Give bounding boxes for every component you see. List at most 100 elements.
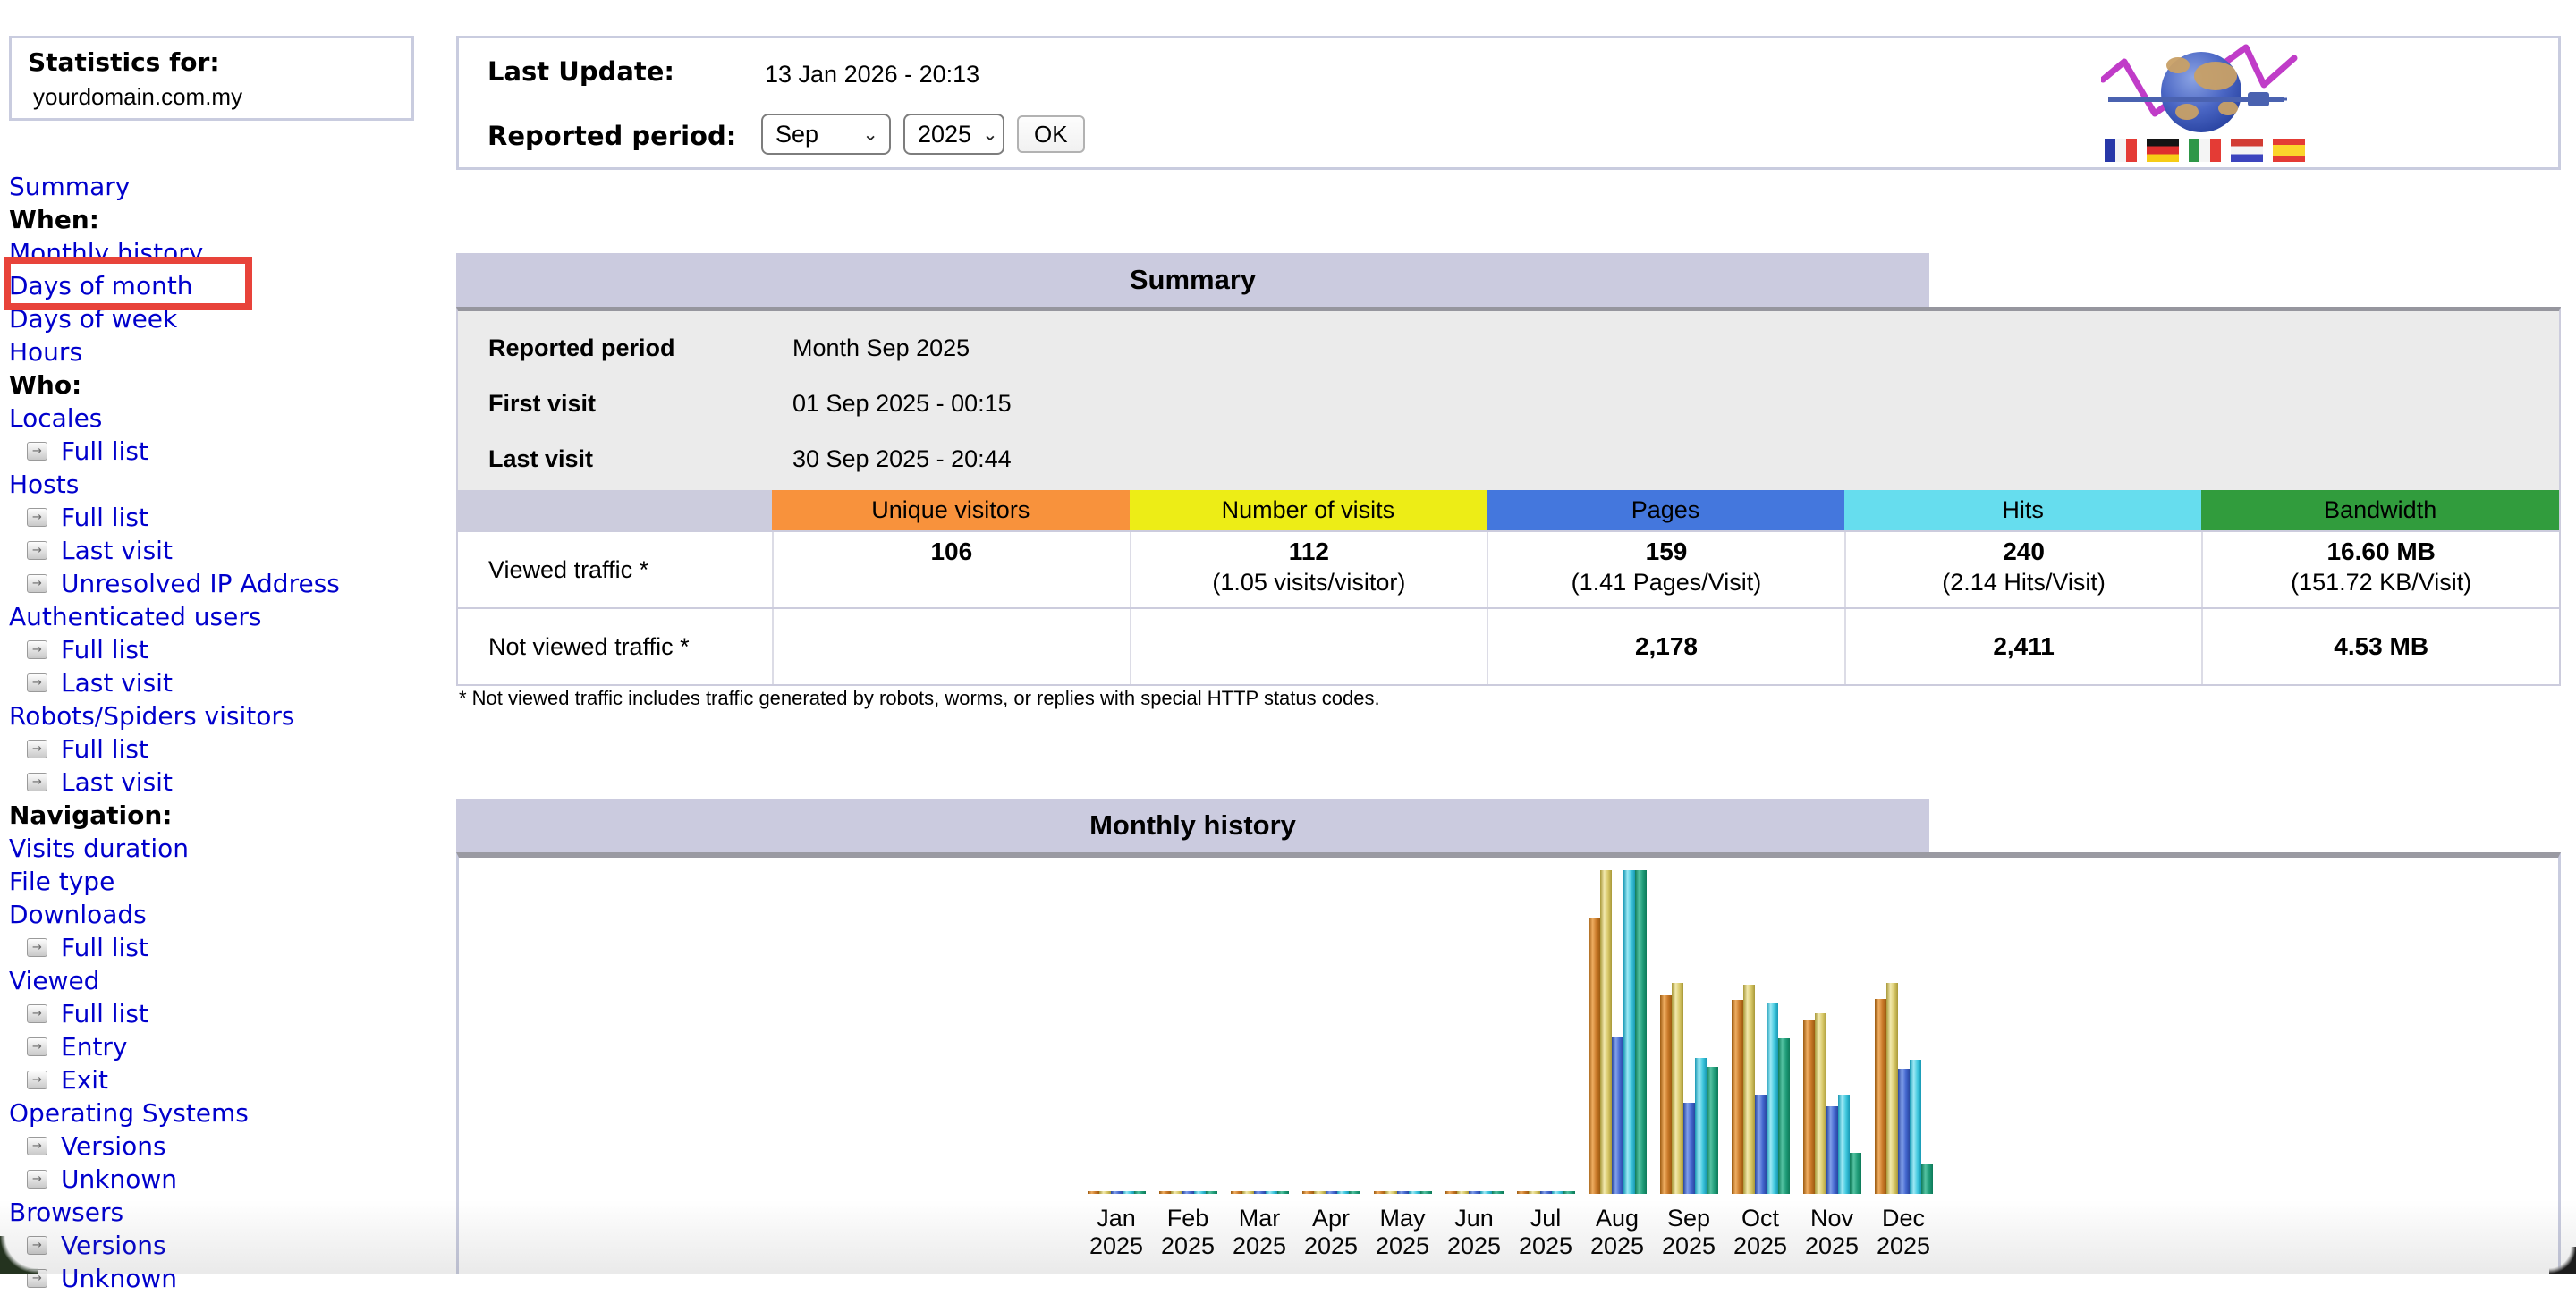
bar-jan-2025-pages <box>1110 1191 1123 1194</box>
sidebar-link-unknown[interactable]: Unknown <box>61 1164 177 1194</box>
sidebar-item-robots-spiders-visitors: Robots/Spiders visitors <box>9 699 420 732</box>
summary-section-title: Summary <box>456 253 1929 307</box>
sidebar-item-days-of-month: Days of month <box>4 257 420 310</box>
cell-viewed-traffic-unique-visitors: 106 <box>772 532 1130 607</box>
bar-apr-2025-bandwidth <box>1348 1191 1360 1194</box>
bar-dec-2025-number-of-visits <box>1885 983 1898 1194</box>
month-label-month: May <box>1379 1205 1426 1232</box>
sidebar-link-unresolved-ip-address[interactable]: Unresolved IP Address <box>61 569 340 598</box>
bar-jul-2025-unique-visitors <box>1516 1191 1529 1194</box>
month-label-year: 2025 <box>1375 1232 1430 1259</box>
sidebar-item-summary: Summary <box>9 170 420 203</box>
bar-apr-2025-unique-visitors <box>1301 1191 1314 1194</box>
sidebar-link-versions[interactable]: Versions <box>61 1131 166 1161</box>
info-value: Month Sep 2025 <box>792 334 970 361</box>
info-value: 01 Sep 2025 - 00:15 <box>792 389 1012 417</box>
awstats-logo <box>2101 44 2298 132</box>
sidebar-link-downloads[interactable]: Downloads <box>9 900 147 929</box>
sidebar-link-file-type[interactable]: File type <box>9 867 115 896</box>
sidebar-link-full-list[interactable]: Full list <box>61 933 148 962</box>
year-select[interactable]: 2025 ⌄ <box>903 114 1004 155</box>
expand-arrow-icon: → <box>27 773 47 791</box>
bar-nov-2025-pages <box>1826 1106 1838 1194</box>
month-label-year: 2025 <box>1303 1232 1359 1259</box>
sidebar-link-robots-spiders-visitors[interactable]: Robots/Spiders visitors <box>9 701 295 731</box>
month-label-month: Jul <box>1530 1205 1562 1232</box>
flag-italy[interactable] <box>2189 139 2221 162</box>
row-label: Not viewed traffic * <box>488 632 690 660</box>
bar-oct-2025-bandwidth <box>1777 1038 1790 1194</box>
chevron-down-icon: ⌄ <box>862 123 878 145</box>
ok-button[interactable]: OK <box>1017 115 1085 153</box>
cell-subvalue: (1.05 visits/visitor) <box>1212 569 1406 596</box>
sidebar-link-full-list[interactable]: Full list <box>61 436 148 466</box>
month-label-sep-2025: Sep 2025 <box>1648 1205 1729 1260</box>
sidebar-link-last-visit[interactable]: Last visit <box>61 536 173 565</box>
info-value: 30 Sep 2025 - 20:44 <box>792 444 1012 472</box>
sidebar-link-operating-systems[interactable]: Operating Systems <box>9 1098 249 1128</box>
bar-jun-2025-unique-visitors <box>1445 1191 1457 1194</box>
sidebar-link-days-of-month[interactable]: Days of month <box>9 271 193 300</box>
statistics-for-box: Statistics for: yourdomain.com.my <box>9 36 414 121</box>
window-corner-bottom-right <box>2549 1247 2576 1274</box>
bar-feb-2025-pages <box>1182 1191 1194 1194</box>
row-not-viewed-traffic: Not viewed traffic * 2,178 2,411 4.53 MB <box>458 607 2559 684</box>
sidebar-link-last-visit[interactable]: Last visit <box>61 767 173 797</box>
flag-germany[interactable] <box>2147 139 2179 162</box>
month-label-year: 2025 <box>1589 1232 1645 1259</box>
sidebar-link-exit[interactable]: Exit <box>61 1065 109 1095</box>
summary-info-area: Reported period Month Sep 2025 First visit… <box>458 311 2559 490</box>
cell-subvalue: (1.41 Pages/Visit) <box>1571 569 1762 596</box>
sidebar-link-full-list[interactable]: Full list <box>61 734 148 764</box>
bar-group-may-2025 <box>1373 858 1432 1194</box>
sidebar-link-full-list[interactable]: Full list <box>61 503 148 532</box>
flag-france[interactable] <box>2105 139 2137 162</box>
sidebar-link-full-list[interactable]: Full list <box>61 999 148 1028</box>
expand-arrow-icon: → <box>27 740 47 758</box>
bar-group-sep-2025 <box>1659 858 1718 1194</box>
sidebar-link-visits-duration[interactable]: Visits duration <box>9 834 189 863</box>
sidebar-link-authenticated-users[interactable]: Authenticated users <box>9 602 262 631</box>
sidebar-link-unknown[interactable]: Unknown <box>61 1264 177 1293</box>
bar-group-jun-2025 <box>1445 858 1504 1194</box>
cell-value: 2,411 <box>1993 632 2055 660</box>
sidebar-link-versions[interactable]: Versions <box>61 1231 166 1260</box>
month-select[interactable]: Sep ⌄ <box>761 114 891 155</box>
sidebar-link-full-list[interactable]: Full list <box>61 635 148 664</box>
flag-spain[interactable] <box>2273 139 2305 162</box>
bar-dec-2025-bandwidth <box>1920 1164 1933 1194</box>
sidebar-link-locales[interactable]: Locales <box>9 403 103 433</box>
column-header-spacer <box>458 490 772 530</box>
year-select-value: 2025 <box>918 120 972 148</box>
summary-info-row-first-visit: First visit 01 Sep 2025 - 00:15 <box>458 376 2559 431</box>
sidebar-item-operating-systems: Operating Systems <box>9 1096 420 1130</box>
month-label-year: 2025 <box>1160 1232 1216 1259</box>
bar-dec-2025-hits <box>1909 1060 1921 1194</box>
sidebar-item-browsers: Browsers <box>9 1196 420 1229</box>
sidebar-item-file-type: File type <box>9 865 420 898</box>
summary-rows: Viewed traffic * 106 112 (1.05 visits/visit… <box>458 530 2559 684</box>
expand-arrow-icon: → <box>27 1004 47 1023</box>
sidebar-link-last-visit[interactable]: Last visit <box>61 668 173 698</box>
bar-nov-2025-unique-visitors <box>1802 1020 1815 1194</box>
month-label-jul-2025: Jul 2025 <box>1505 1205 1586 1260</box>
expand-arrow-icon: → <box>27 442 47 461</box>
info-label: First visit <box>488 389 597 417</box>
chevron-down-icon: ⌄ <box>982 123 998 145</box>
flag-netherlands[interactable] <box>2231 139 2263 162</box>
bar-group-jan-2025 <box>1087 858 1146 1194</box>
month-label-year: 2025 <box>1232 1232 1287 1259</box>
sidebar-link-hours[interactable]: Hours <box>9 337 83 367</box>
sidebar-link-summary[interactable]: Summary <box>9 172 131 201</box>
sidebar-link-browsers[interactable]: Browsers <box>9 1198 124 1227</box>
sidebar-item-downloads: Downloads <box>9 898 420 931</box>
cell-viewed-traffic-number-of-visits: 112 (1.05 visits/visitor) <box>1129 532 1487 607</box>
cell-viewed-traffic-hits: 240 (2.14 Hits/Visit) <box>1843 532 2202 607</box>
sidebar-link-hosts[interactable]: Hosts <box>9 470 80 499</box>
cell-value: 112 <box>1288 537 1329 565</box>
sidebar-link-viewed[interactable]: Viewed <box>9 966 100 995</box>
window-corner-bottom-left <box>0 1236 38 1274</box>
sidebar-item-visits-duration: Visits duration <box>9 832 420 865</box>
sidebar-link-entry[interactable]: Entry <box>61 1032 128 1062</box>
bar-nov-2025-hits <box>1837 1095 1850 1194</box>
